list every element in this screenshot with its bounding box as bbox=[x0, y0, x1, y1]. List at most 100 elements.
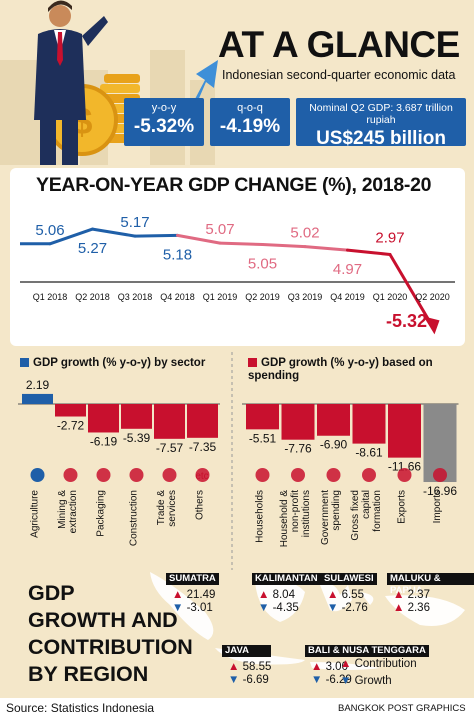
bar bbox=[281, 404, 315, 440]
series-line-segment bbox=[48, 227, 94, 246]
region-contribution-value: 2.37 bbox=[407, 589, 430, 601]
category-label: Household &non-profitinstitutions bbox=[279, 490, 312, 548]
bar-value-label: -6.19 bbox=[90, 434, 118, 448]
series-line-segment bbox=[261, 243, 307, 249]
region-contribution: ▲ 58.55 bbox=[228, 661, 271, 674]
spending-legend-square bbox=[248, 358, 257, 367]
bar-value-label: -11.66 bbox=[388, 460, 421, 474]
x-tick-label: Q4 2018 bbox=[160, 292, 195, 302]
region-legend: ▲ Contribution ▼ Growth bbox=[340, 658, 470, 688]
bar-value-label: -5.51 bbox=[249, 431, 277, 445]
arrow-down-icon bbox=[423, 316, 440, 335]
category-icon bbox=[362, 468, 376, 482]
data-label: 5.27 bbox=[78, 240, 107, 257]
category-icon bbox=[255, 468, 270, 482]
data-label: 5.02 bbox=[290, 225, 319, 242]
category-label: Exports bbox=[397, 490, 408, 524]
triangle-up-icon: ▲ bbox=[393, 589, 405, 601]
region-contribution: ▲ 8.04 bbox=[258, 589, 321, 602]
bar-value-label: -5.39 bbox=[123, 431, 151, 445]
region-contribution-value: 21.49 bbox=[186, 589, 216, 601]
triangle-up-icon: ▲ bbox=[340, 658, 352, 670]
region-contribution-value: 8.04 bbox=[272, 589, 295, 601]
spending-title: GDP growth (% y-o-y) based on spending bbox=[248, 357, 463, 383]
bar-value-label: -7.57 bbox=[156, 441, 184, 455]
x-tick-label: Q2 2020 bbox=[415, 292, 450, 302]
triangle-up-icon: ▲ bbox=[393, 602, 405, 614]
region-growth: ▼ -3.01 bbox=[172, 602, 219, 615]
data-label: 4.97 bbox=[333, 261, 362, 278]
bar-value-label: -8.61 bbox=[355, 446, 383, 460]
series-line-segment bbox=[218, 241, 264, 246]
kpi-nominal-value: US$245 billion bbox=[316, 128, 446, 149]
data-label: 5.06 bbox=[35, 222, 64, 239]
x-tick-label: Q3 2019 bbox=[288, 292, 323, 302]
series-line-segment bbox=[91, 227, 137, 238]
region-title-line: GDP bbox=[28, 581, 75, 605]
data-label: 5.18 bbox=[163, 246, 192, 263]
header: $ AT A GLANCE Indonesian second-quarter … bbox=[0, 0, 474, 165]
region-growth-value: -2.76 bbox=[341, 602, 368, 614]
category-label: Trade &services bbox=[156, 490, 178, 527]
series-line-segment bbox=[133, 233, 179, 238]
data-label: 5.07 bbox=[205, 221, 234, 238]
bar bbox=[55, 404, 86, 417]
credit-text: BANGKOK POST GRAPHICS bbox=[338, 703, 466, 714]
region-card: JAVA ▲ 58.55 ▼ -6.69 bbox=[222, 645, 272, 687]
category-icon bbox=[195, 468, 210, 482]
source-text: Source: Statistics Indonesia bbox=[6, 701, 155, 715]
footer bbox=[0, 698, 474, 717]
category-label: Imports bbox=[432, 490, 443, 523]
category-icon bbox=[162, 468, 177, 482]
region-title: GDP GROWTH AND CONTRIBUTION BY REGION bbox=[28, 580, 193, 688]
x-tick-label: Q1 2020 bbox=[373, 292, 408, 302]
etc-label: etc bbox=[195, 471, 208, 482]
region-title-line: GROWTH AND bbox=[28, 608, 178, 632]
category-label: Agriculture bbox=[30, 490, 41, 538]
bar bbox=[121, 404, 152, 429]
bar-charts: 2.19 Agriculture -2.72 Mining &extraction -6… bbox=[18, 352, 459, 570]
kpi-yoy-value: -5.32% bbox=[133, 116, 195, 137]
bar bbox=[388, 404, 421, 458]
region-contribution: ▲ 6.55 bbox=[327, 589, 377, 602]
region-title-line: CONTRIBUTION bbox=[28, 635, 193, 659]
x-tick-label: Q2 2019 bbox=[245, 292, 280, 302]
data-label: 2.97 bbox=[375, 229, 404, 246]
region-growth: ▲ 2.36 bbox=[393, 602, 474, 615]
sector-title: GDP growth (% y-o-y) by sector bbox=[20, 357, 220, 370]
region-contribution-value: 6.55 bbox=[341, 589, 364, 601]
triangle-down-icon: ▼ bbox=[228, 674, 240, 686]
region-contribution: ▲ 2.37 bbox=[393, 589, 474, 602]
bar-value-label: -16.96 bbox=[423, 484, 457, 498]
category-icon bbox=[326, 468, 341, 482]
region-name: BALI & NUSA TENGGARA bbox=[305, 645, 429, 657]
kpi-yoy: y-o-y -5.32% bbox=[124, 98, 204, 146]
region-growth-value: -6.29 bbox=[325, 674, 352, 686]
legend-contribution-label: Contribution bbox=[354, 658, 417, 670]
triangle-down-icon: ▼ bbox=[311, 674, 323, 686]
region-contribution: ▲ 3.00 bbox=[311, 661, 429, 674]
x-tick-label: Q3 2018 bbox=[118, 292, 153, 302]
region-growth-value: -3.01 bbox=[186, 602, 213, 614]
spending-title-text: GDP growth (% y-o-y) based on spending bbox=[248, 357, 433, 382]
bar bbox=[154, 404, 185, 439]
category-icon bbox=[129, 468, 144, 482]
region-contribution: ▲ 21.49 bbox=[172, 589, 219, 602]
legend-growth-label: Growth bbox=[354, 675, 392, 687]
data-label: 5.05 bbox=[248, 256, 277, 273]
triangle-up-icon: ▲ bbox=[228, 661, 240, 673]
region-title-line: BY REGION bbox=[28, 662, 149, 686]
category-icon bbox=[96, 468, 111, 482]
triangle-down-icon: ▼ bbox=[172, 602, 184, 614]
businessman-icon bbox=[34, 0, 108, 165]
sector-legend-square bbox=[20, 358, 29, 367]
category-label: Gross fixedcapitalformation bbox=[350, 490, 383, 541]
region-growth-value: 2.36 bbox=[407, 602, 430, 614]
bar-value-label: -6.90 bbox=[320, 438, 348, 452]
line-chart: 5.06 5.27 5.17 5.18 5.07 5.05 5.02 4.97 2.97 -5.3… bbox=[20, 214, 455, 335]
category-label: Packaging bbox=[96, 490, 107, 537]
triangle-down-icon: ▼ bbox=[340, 675, 352, 687]
region-name: SUMATRA bbox=[166, 573, 219, 585]
data-label: -5.32 bbox=[386, 311, 427, 331]
series-line-segment bbox=[346, 248, 392, 256]
